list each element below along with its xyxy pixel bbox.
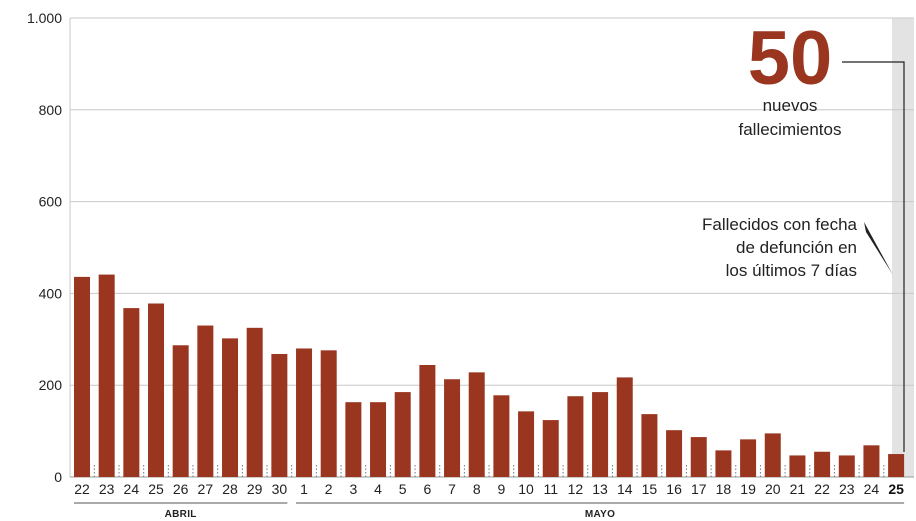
x-tick-label: 28: [222, 481, 238, 497]
x-tick-label: 12: [568, 481, 584, 497]
month-axis: ABRIL MAYO: [74, 502, 905, 520]
bar: [690, 437, 707, 477]
bar: [296, 348, 313, 477]
bar: [764, 433, 781, 477]
y-tick-label: 0: [54, 469, 62, 485]
x-tick-label: 19: [740, 481, 756, 497]
bar: [616, 377, 633, 477]
bar: [567, 396, 584, 477]
bar: [740, 439, 757, 477]
bar: [123, 308, 140, 477]
bar: [271, 353, 288, 477]
x-tick-label: 11: [543, 481, 558, 497]
x-tick-label: 24: [864, 481, 880, 497]
x-tick-label: 20: [765, 481, 781, 497]
x-tick-label: 3: [349, 481, 357, 497]
y-tick-label: 800: [39, 102, 63, 118]
x-tick-label: 30: [272, 481, 288, 497]
x-tick-label: 7: [448, 481, 456, 497]
x-tick-label: 27: [198, 481, 214, 497]
bar: [592, 392, 609, 477]
recent-days-shade: [892, 18, 914, 477]
bar: [370, 402, 387, 477]
x-tick-label: 2: [325, 481, 333, 497]
bar: [419, 365, 436, 477]
x-tick-label: 23: [839, 481, 855, 497]
callout-line-2: fallecimientos: [739, 120, 842, 139]
x-tick-label: 16: [666, 481, 682, 497]
bar: [542, 420, 559, 477]
bar: [74, 276, 90, 477]
bar: [888, 454, 905, 477]
x-tick-label: 9: [497, 481, 505, 497]
bar: [715, 450, 732, 477]
x-tick-label: 4: [374, 481, 382, 497]
bar: [172, 345, 189, 477]
x-tick-label: 13: [592, 481, 608, 497]
bar: [394, 392, 411, 477]
bar: [197, 325, 214, 477]
callout-number: 50: [748, 16, 833, 101]
callout-leader-line: [842, 61, 905, 452]
bar: [789, 455, 806, 477]
y-axis: 0 200 400 600 800 1.000: [27, 10, 62, 485]
x-tick-label: 18: [716, 481, 732, 497]
x-tick-label: 6: [423, 481, 431, 497]
note-pointer: [864, 222, 893, 275]
x-tick-label: 22: [814, 481, 830, 497]
y-tick-label: 200: [39, 377, 63, 393]
bar: [468, 372, 485, 477]
bar: [863, 445, 880, 477]
x-tick-label: 17: [691, 481, 707, 497]
note-line-3: los últimos 7 días: [726, 261, 857, 280]
bar: [148, 303, 165, 477]
bar: [444, 379, 461, 477]
bar: [838, 455, 855, 477]
bar: [98, 274, 115, 477]
month-label: ABRIL: [165, 509, 197, 520]
x-tick-label: 23: [99, 481, 115, 497]
bars: [74, 274, 905, 477]
bar: [246, 327, 263, 477]
bar: [320, 350, 337, 477]
bar: [493, 395, 510, 477]
bar: [641, 414, 658, 477]
bar: [814, 451, 831, 477]
x-tick-label: 14: [617, 481, 633, 497]
y-tick-label: 1.000: [27, 10, 62, 26]
x-tick-label: 22: [74, 481, 90, 497]
bar: [666, 430, 683, 477]
x-tick-label: 29: [247, 481, 263, 497]
month-label: MAYO: [585, 509, 615, 520]
x-tick-label: 5: [399, 481, 407, 497]
y-tick-label: 600: [39, 194, 63, 210]
bar: [518, 411, 535, 477]
x-tick-label: 21: [790, 481, 806, 497]
x-axis: 22 23 24 25 26 27 28 29 30 1 2 3 4 5 6 7 8 9 10 11 12 13 14 15 1…: [74, 481, 904, 497]
y-tick-label: 400: [39, 285, 63, 301]
x-tick-label: 24: [124, 481, 140, 497]
bar: [345, 402, 362, 477]
x-tick-label: 8: [473, 481, 481, 497]
x-tick-label: 15: [642, 481, 658, 497]
note-line-1: Fallecidos con fecha: [702, 215, 858, 234]
bar: [222, 338, 239, 477]
x-tick-label: 1: [300, 481, 308, 497]
x-tick-label: 25: [148, 481, 164, 497]
x-tick-label: 26: [173, 481, 189, 497]
note-line-2: de defunción en: [736, 238, 857, 257]
x-tick-label: 25: [888, 481, 904, 497]
x-tick-label: 10: [518, 481, 534, 497]
callout-line-1: nuevos: [763, 96, 818, 115]
